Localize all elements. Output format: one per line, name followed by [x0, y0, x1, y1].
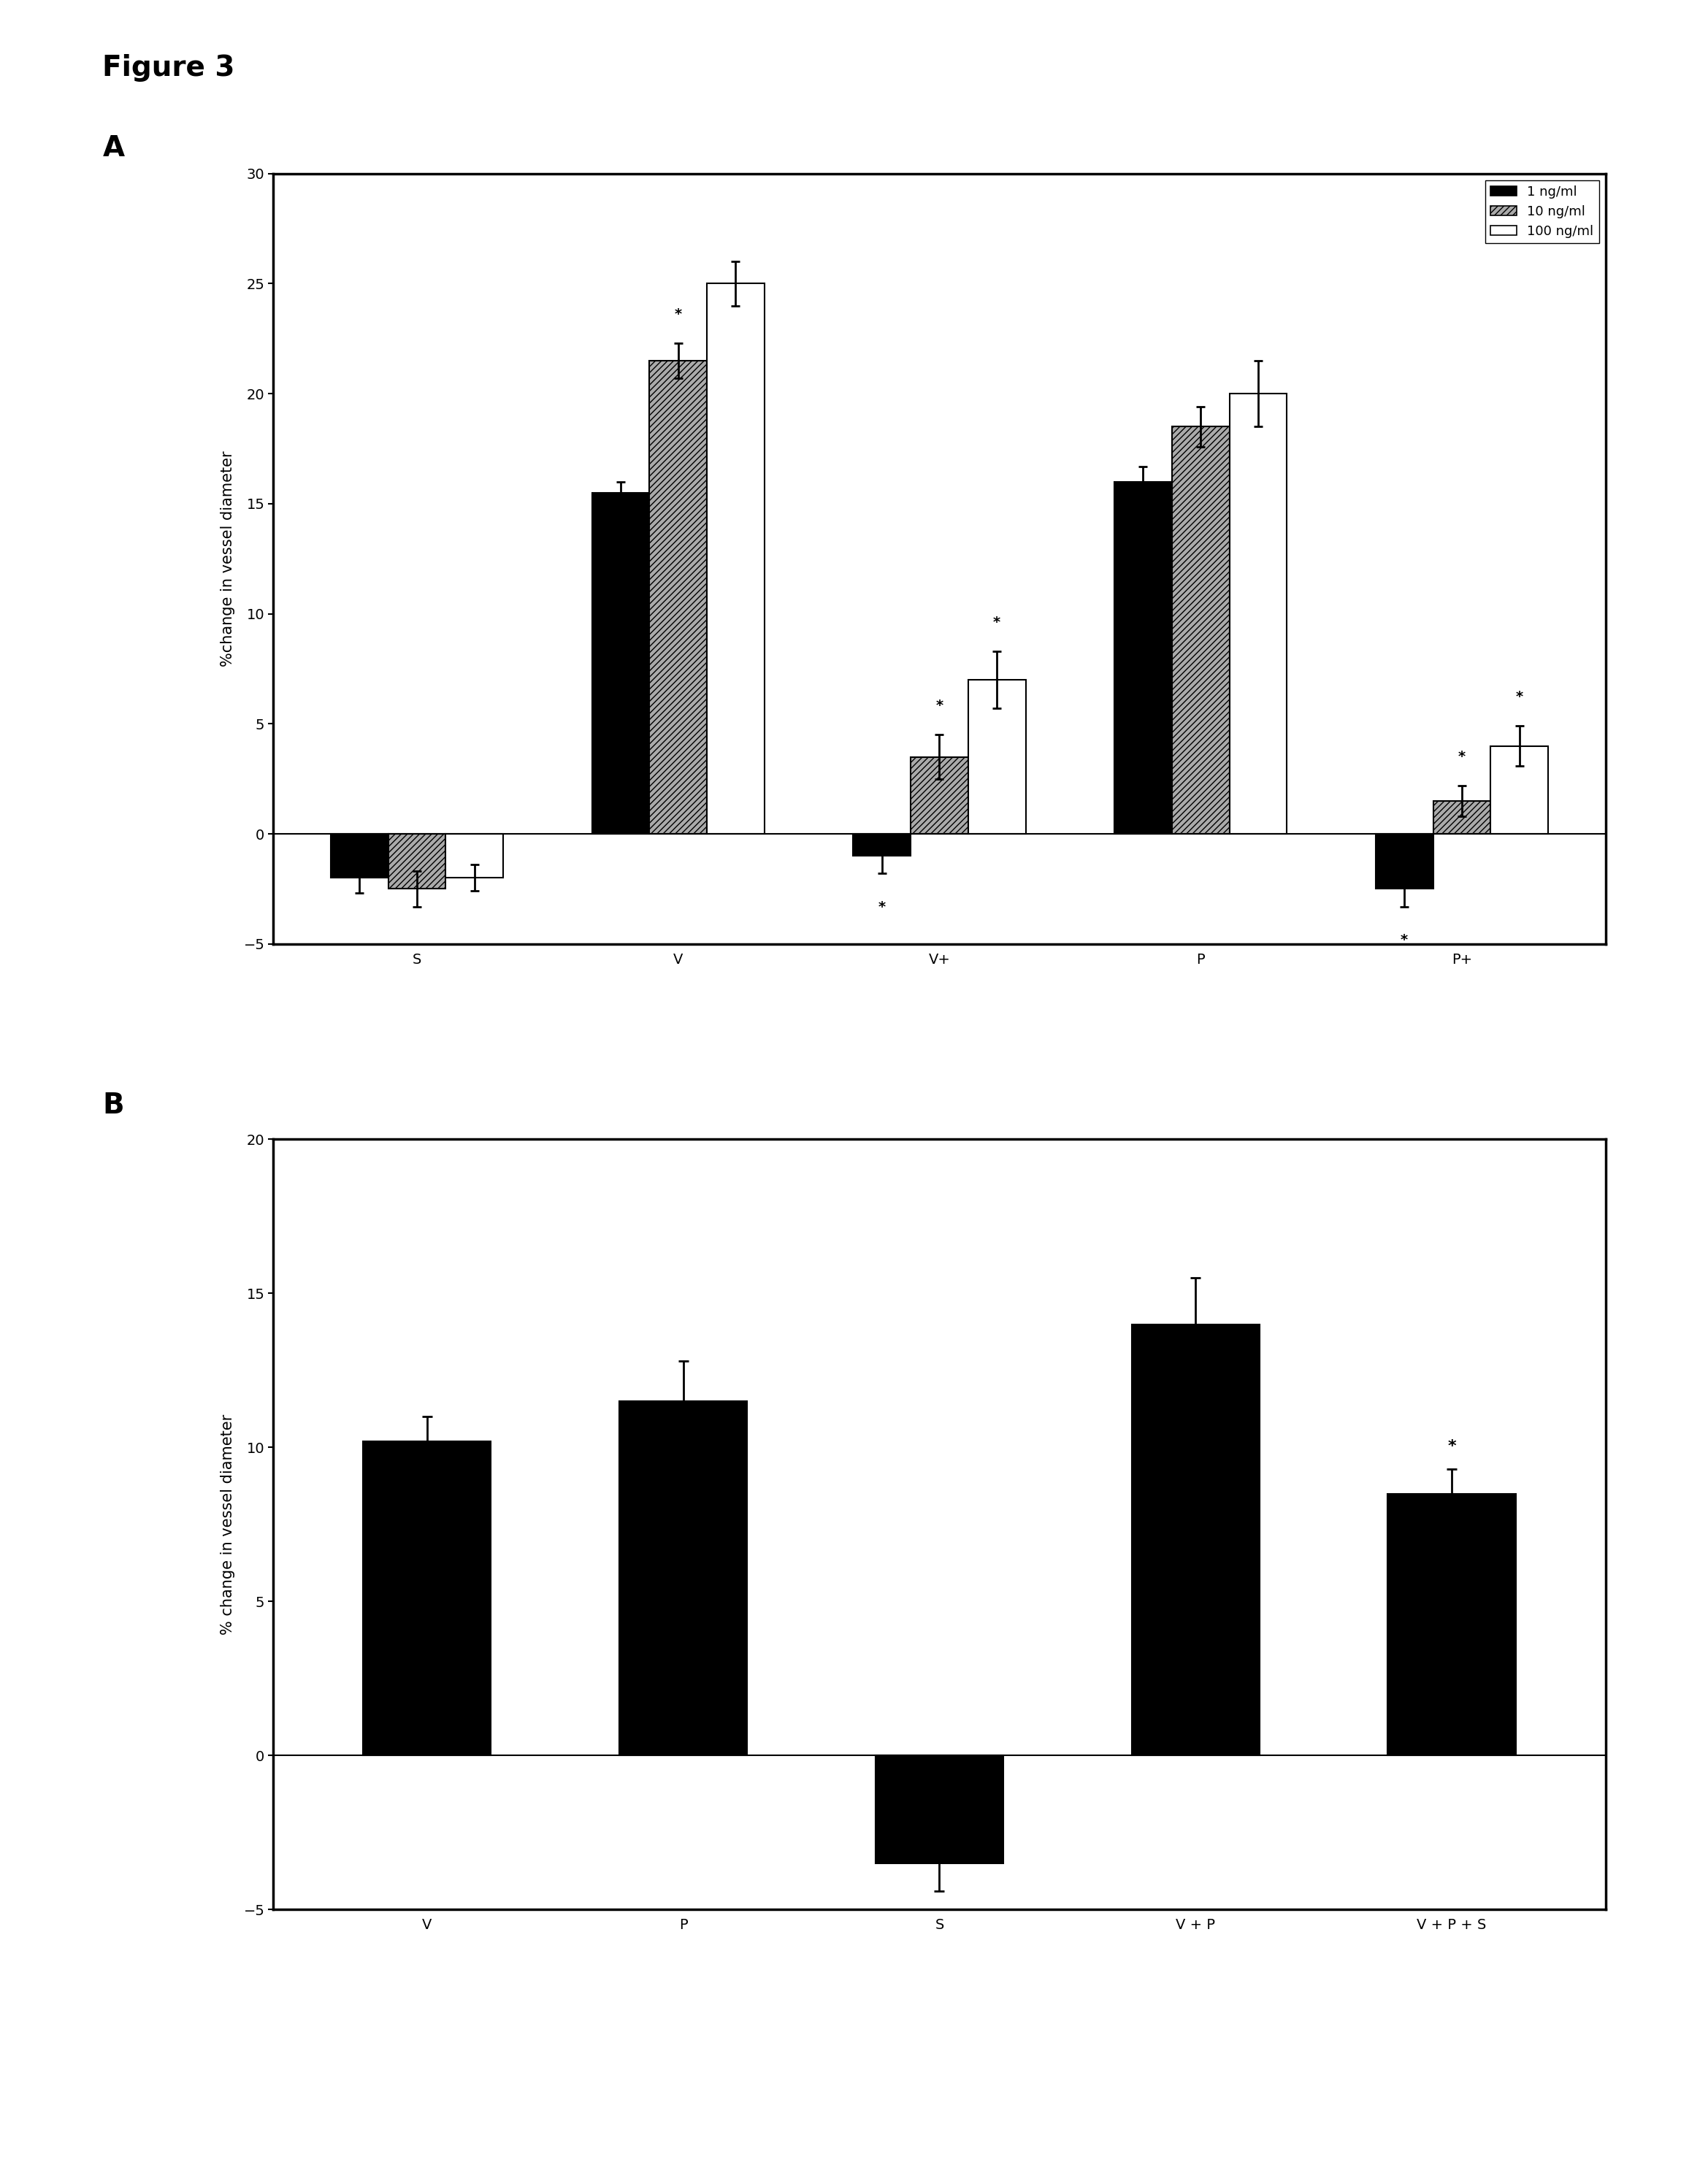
Text: Figure 3: Figure 3 — [102, 54, 236, 82]
Bar — [1375, 833, 1433, 890]
Text: *: * — [878, 901, 886, 914]
Text: B: B — [102, 1092, 125, 1120]
Bar — [620, 1402, 748, 1756]
Text: A: A — [102, 135, 125, 163]
Bar — [1389, 1493, 1517, 1756]
Legend: 1 ng/ml, 10 ng/ml, 100 ng/ml: 1 ng/ml, 10 ng/ml, 100 ng/ml — [1484, 180, 1599, 243]
Text: *: * — [675, 308, 681, 321]
Bar — [1172, 427, 1230, 833]
Text: *: * — [1459, 749, 1465, 764]
Bar — [649, 360, 707, 833]
Bar — [876, 1756, 1004, 1864]
Bar — [968, 679, 1025, 833]
Bar — [364, 1441, 492, 1756]
Bar — [1433, 801, 1491, 833]
Y-axis label: % change in vessel diameter: % change in vessel diameter — [220, 1415, 236, 1634]
Bar — [388, 833, 446, 890]
Y-axis label: %change in vessel diameter: %change in vessel diameter — [220, 451, 236, 666]
Bar — [854, 833, 910, 855]
Text: *: * — [1515, 690, 1524, 703]
Bar — [707, 284, 765, 833]
Bar — [446, 833, 504, 879]
Bar — [1491, 746, 1547, 833]
Text: *: * — [1401, 933, 1407, 946]
Bar — [910, 757, 968, 833]
Text: *: * — [992, 616, 1001, 629]
Text: *: * — [1448, 1439, 1455, 1454]
Bar — [331, 833, 388, 879]
Bar — [1132, 1324, 1261, 1756]
Bar — [593, 493, 649, 833]
Bar — [1230, 393, 1286, 833]
Bar — [1114, 482, 1172, 833]
Text: *: * — [936, 699, 943, 714]
